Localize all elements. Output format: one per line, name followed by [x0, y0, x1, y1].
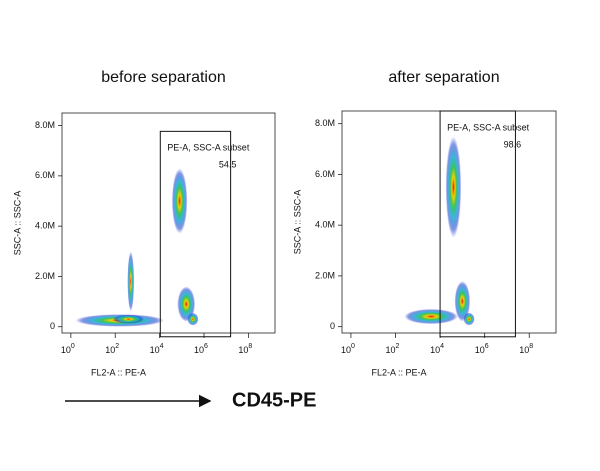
y-tick-label: 2.0M	[315, 270, 335, 280]
y-tick-label: 8.0M	[315, 118, 335, 128]
y-tick-label: 8.0M	[35, 120, 55, 130]
x-tick-exponent: 8	[529, 343, 533, 350]
chart-title: after separation	[388, 69, 499, 86]
x-tick-base: 10	[105, 345, 115, 355]
population	[454, 280, 471, 322]
x-tick-base: 10	[150, 345, 160, 355]
gate	[439, 110, 516, 338]
x-tick-exponent: 4	[440, 343, 444, 350]
plot-area	[404, 136, 475, 326]
x-tick-exponent: 2	[396, 343, 400, 350]
population	[463, 312, 475, 326]
x-tick-label: 100	[61, 343, 75, 356]
plot-area	[75, 168, 199, 327]
x-tick-base: 10	[430, 345, 440, 355]
gate-name: PE-A, SSC-A subset	[167, 143, 250, 153]
gate-percent: 98.6	[504, 139, 522, 149]
population	[113, 314, 145, 324]
x-tick-exponent: 0	[351, 343, 355, 350]
gate	[159, 130, 232, 338]
x-tick-label: 104	[150, 343, 164, 356]
chart-title: before separation	[101, 69, 226, 86]
y-tick-label: 0	[50, 321, 55, 331]
x-tick-base: 10	[519, 345, 529, 355]
x-tick-base: 10	[61, 345, 71, 355]
x-axis-label: FL2-A :: PE-A	[91, 367, 146, 377]
population	[445, 136, 462, 238]
y-axis-label: SSC-A :: SSC-A	[12, 191, 22, 256]
gate-percent: 54.5	[219, 160, 237, 170]
x-tick-exponent: 2	[115, 343, 119, 350]
x-tick-base: 10	[341, 345, 351, 355]
y-tick-label: 2.0M	[35, 271, 55, 281]
x-tick-label: 100	[341, 343, 355, 356]
population	[177, 286, 196, 322]
x-tick-label: 102	[386, 343, 400, 356]
x-tick-label: 104	[430, 343, 444, 356]
x-tick-label: 106	[194, 343, 208, 356]
y-tick-label: 6.0M	[35, 170, 55, 180]
population	[404, 308, 458, 325]
x-tick-base: 10	[475, 345, 485, 355]
x-tick-base: 10	[238, 345, 248, 355]
gate-name: PE-A, SSC-A subset	[447, 122, 530, 132]
x-axis-label: FL2-A :: PE-A	[371, 367, 426, 377]
x-tick-exponent: 4	[160, 343, 164, 350]
y-tick-label: 6.0M	[315, 169, 335, 179]
x-tick-label: 108	[519, 343, 533, 356]
x-tick-label: 106	[475, 343, 489, 356]
x-tick-label: 108	[238, 343, 252, 356]
y-axis-label: SSC-A :: SSC-A	[292, 190, 302, 255]
x-tick-base: 10	[386, 345, 396, 355]
x-tick-exponent: 0	[71, 343, 75, 350]
x-tick-exponent: 8	[248, 343, 252, 350]
x-tick-exponent: 6	[485, 343, 489, 350]
x-tick-label: 102	[105, 343, 119, 356]
population	[127, 251, 135, 312]
population	[171, 168, 188, 234]
x-tick-exponent: 6	[204, 343, 208, 350]
x-tick-base: 10	[194, 345, 204, 355]
axes-frame	[61, 112, 276, 334]
y-tick-label: 4.0M	[315, 220, 335, 230]
y-tick-label: 0	[330, 321, 335, 331]
annotation: CD45-PE	[232, 389, 316, 411]
y-tick-label: 4.0M	[35, 221, 55, 231]
population	[187, 312, 199, 326]
